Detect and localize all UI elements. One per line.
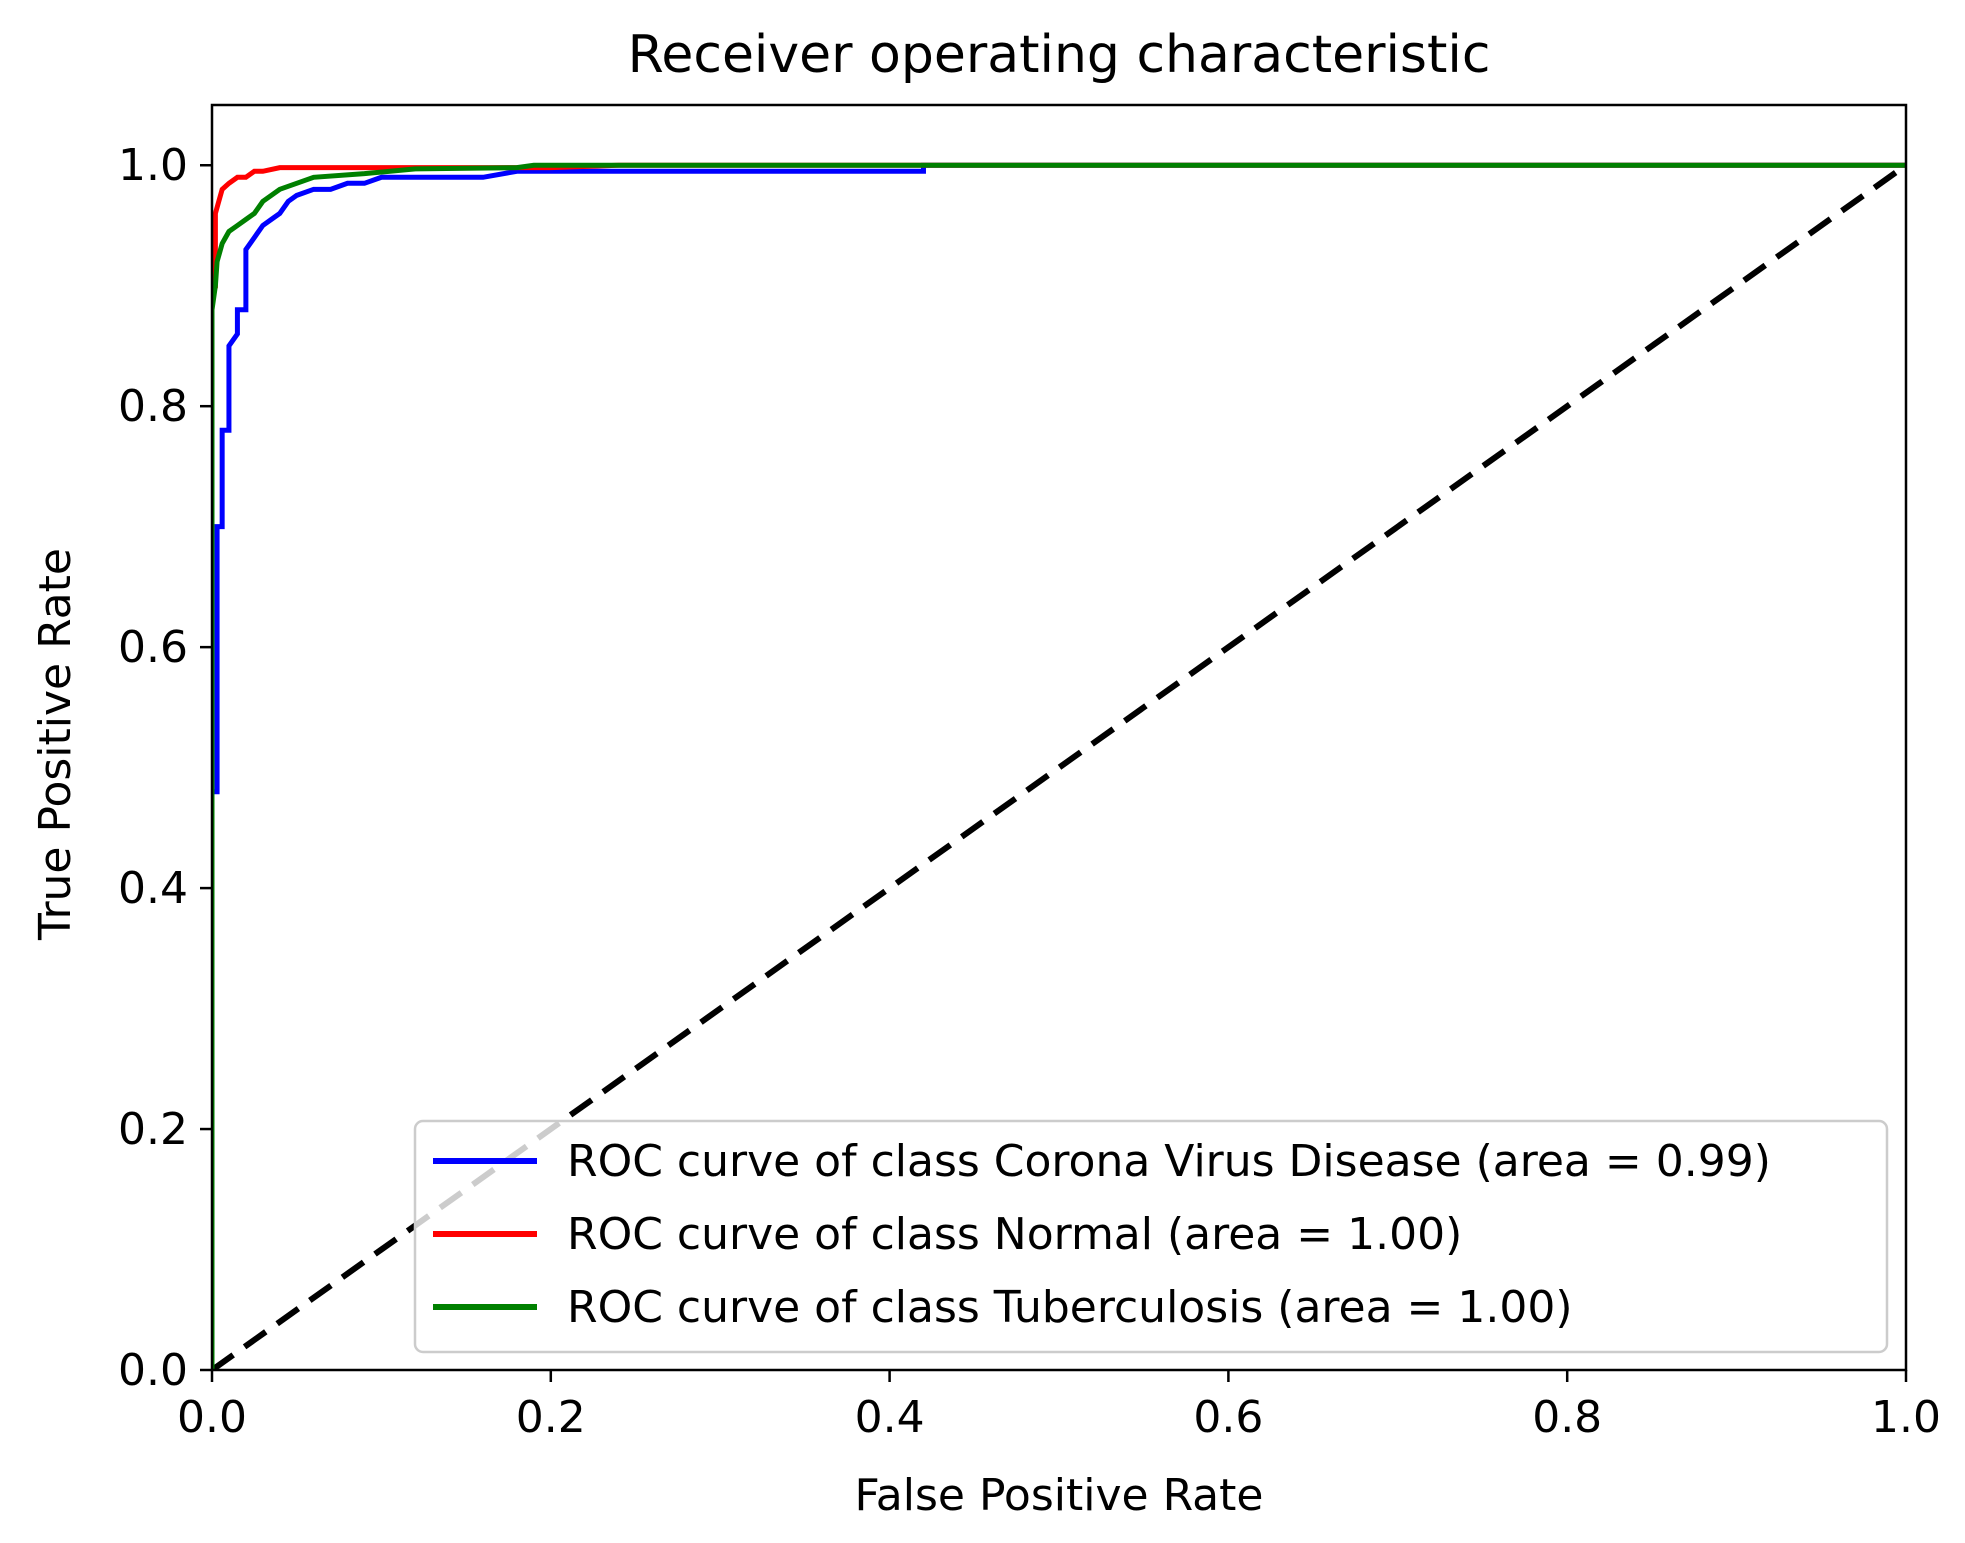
chart-title: Receiver operating characteristic [628, 25, 1491, 85]
x-tick-label: 0.0 [177, 1392, 247, 1443]
roc-curve-tuberculosis [212, 162, 1906, 1370]
x-tick-label: 0.4 [855, 1392, 925, 1443]
x-axis-label: False Positive Rate [855, 1470, 1264, 1521]
chance-diagonal-line [212, 162, 1906, 1370]
y-tick-label: 0.8 [118, 381, 188, 432]
legend-label: ROC curve of class Normal (area = 1.00) [567, 1209, 1462, 1260]
x-tick-label: 0.8 [1532, 1392, 1602, 1443]
y-tick-label: 1.0 [118, 140, 188, 191]
x-tick-label: 0.6 [1193, 1392, 1263, 1443]
legend-label: ROC curve of class Tuberculosis (area = … [567, 1282, 1573, 1333]
roc-curve-corona [212, 162, 1906, 1370]
legend-label: ROC curve of class Corona Virus Disease … [567, 1136, 1771, 1187]
y-tick-label: 0.2 [118, 1104, 188, 1155]
y-tick-label: 0.4 [118, 863, 188, 914]
y-axis-label: True Positive Rate [30, 548, 81, 941]
y-tick-label: 0.0 [118, 1345, 188, 1396]
legend-box [413, 1119, 1889, 1354]
legend: ROC curve of class Corona Virus Disease … [413, 1119, 1889, 1354]
x-tick-label: 0.2 [516, 1392, 586, 1443]
y-tick-label: 0.6 [118, 622, 188, 673]
x-tick-label: 1.0 [1871, 1392, 1941, 1443]
series-group [212, 162, 1906, 1370]
plot-frame [210, 103, 1908, 1372]
